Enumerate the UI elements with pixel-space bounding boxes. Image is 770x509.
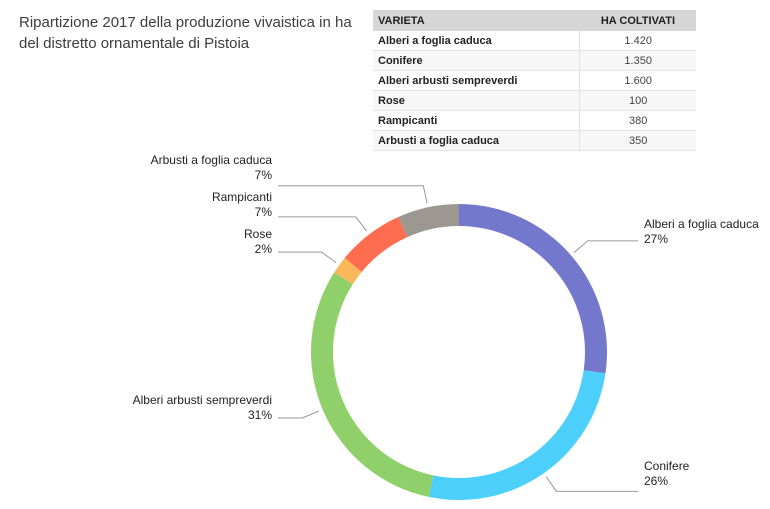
- table-cell-variety: Rampicanti: [373, 110, 581, 131]
- slice-rampicanti: [344, 217, 408, 272]
- table-header-ha-coltivati: HA COLTIVATI: [579, 10, 696, 31]
- table-cell-hectares: 1.350: [579, 50, 696, 71]
- table-row: Alberi arbusti sempreverdi 1.600: [373, 70, 696, 91]
- leader-line-arbusti-a-foglia-caduca: [278, 185, 428, 204]
- slice-percent-conifere: 26%: [644, 474, 668, 488]
- slice-label-conifere: Conifere: [644, 459, 690, 473]
- slice-label-alberi-arbusti-sempreverdi: Alberi arbusti sempreverdi: [133, 393, 272, 407]
- table-header-row: VARIETA HA COLTIVATI: [373, 10, 696, 31]
- slice-rose: [334, 257, 362, 285]
- slice-percent-rampicanti: 7%: [255, 205, 273, 219]
- table-cell-variety: Arbusti a foglia caduca: [373, 130, 581, 151]
- donut-slices: [310, 204, 607, 501]
- slice-percent-alberi-arbusti-sempreverdi: 31%: [248, 408, 272, 422]
- table-cell-variety: Conifere: [373, 50, 581, 71]
- slice-label-alberi-a-foglia-caduca: Alberi a foglia caduca: [644, 217, 759, 231]
- slice-alberi-arbusti-sempreverdi: [310, 272, 434, 497]
- chart-title: Ripartizione 2017 della produzione vivai…: [19, 12, 359, 54]
- table-row: Conifere 1.350: [373, 50, 696, 71]
- table-cell-variety: Rose: [373, 90, 581, 111]
- slice-percent-arbusti-a-foglia-caduca: 7%: [255, 168, 273, 182]
- table-cell-hectares: 1.420: [579, 31, 696, 51]
- table-row: Arbusti a foglia caduca 350: [373, 130, 696, 151]
- table-header-varieta: VARIETA: [373, 10, 580, 31]
- leader-line-rose: [278, 251, 337, 264]
- data-table: VARIETA HA COLTIVATI Alberi a foglia cad…: [373, 10, 696, 151]
- slice-label-rose: Rose: [244, 227, 272, 241]
- chart-title-line-1: Ripartizione 2017 della produzione vivai…: [19, 14, 352, 31]
- slice-conifere: [428, 370, 606, 501]
- table-cell-hectares: 380: [579, 110, 696, 131]
- table-cell-hectares: 1.600: [579, 70, 696, 91]
- leader-line-rampicanti: [278, 216, 368, 232]
- slice-label-arbusti-a-foglia-caduca: Arbusti a foglia caduca: [151, 153, 273, 167]
- slice-alberi-a-foglia-caduca: [459, 204, 607, 374]
- table-cell-hectares: 350: [579, 130, 696, 151]
- leader-line-alberi-arbusti-sempreverdi: [278, 410, 320, 419]
- slice-label-rampicanti: Rampicanti: [212, 190, 272, 204]
- slice-arbusti-a-foglia-caduca: [398, 204, 459, 238]
- leader-line-conifere: [545, 476, 638, 492]
- table-row: Rampicanti 380: [373, 110, 696, 131]
- slice-percent-rose: 2%: [255, 242, 273, 256]
- table-row: Rose 100: [373, 90, 696, 111]
- leader-lines: [278, 185, 638, 492]
- table-cell-variety: Alberi arbusti sempreverdi: [373, 70, 581, 91]
- leader-line-alberi-a-foglia-caduca: [573, 240, 638, 253]
- slice-percent-alberi-a-foglia-caduca: 27%: [644, 232, 668, 246]
- table-cell-variety: Alberi a foglia caduca: [373, 31, 581, 51]
- table-cell-hectares: 100: [579, 90, 696, 111]
- chart-title-line-2: del distretto ornamentale di Pistoia: [19, 35, 250, 52]
- table-row: Alberi a foglia caduca 1.420: [373, 31, 696, 51]
